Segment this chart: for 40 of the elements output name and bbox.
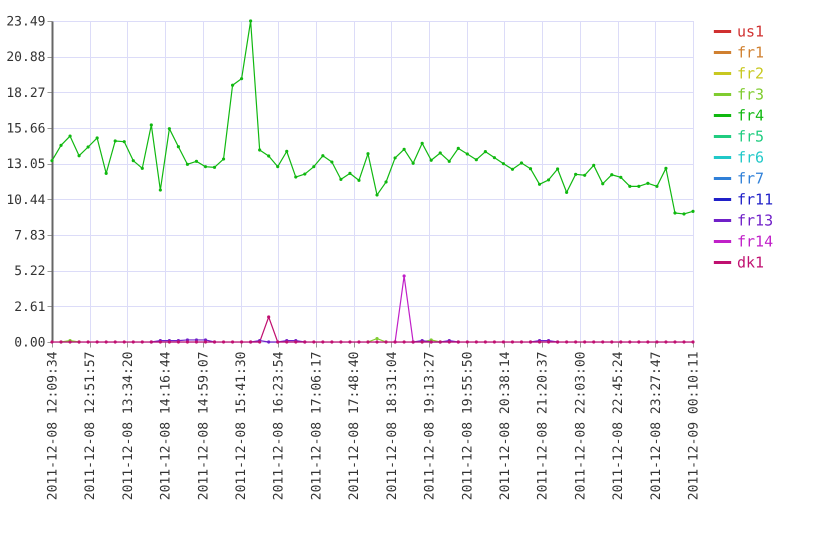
legend-label: fr14 xyxy=(737,232,774,250)
x-tick-label: 2011-12-08 20:38:14 xyxy=(498,351,513,500)
x-tick-label: 2011-12-08 16:23:54 xyxy=(272,351,287,500)
y-tick-label: 23.49 xyxy=(6,14,46,30)
y-tick-label: 7.83 xyxy=(14,228,46,244)
x-tick-label: 2011-12-08 17:48:40 xyxy=(347,352,362,500)
x-tick-label: 2011-12-08 12:51:57 xyxy=(83,352,98,500)
x-tick-label: 2011-12-08 13:34:20 xyxy=(120,352,136,500)
x-tick-label: 2011-12-08 14:16:44 xyxy=(158,351,174,500)
legend-label: fr4 xyxy=(737,106,764,124)
x-tick-label: 2011-12-08 14:59:07 xyxy=(196,352,212,500)
legend-label: fr5 xyxy=(737,128,764,146)
y-tick-label: 5.22 xyxy=(14,264,46,280)
x-tick-label: 2011-12-08 18:31:04 xyxy=(384,351,400,500)
y-tick-label: 18.27 xyxy=(6,86,46,101)
y-tick-label: 2.61 xyxy=(14,300,46,315)
x-tick-label: 2011-12-08 22:45:24 xyxy=(611,351,626,500)
legend-label: fr6 xyxy=(737,148,764,166)
legend-label: fr7 xyxy=(737,170,764,188)
y-tick-label: 15.66 xyxy=(6,122,46,136)
x-tick-label: 2011-12-08 17:06:17 xyxy=(309,352,324,500)
legend-label: fr2 xyxy=(737,64,764,82)
x-tick-label: 2011-12-08 19:55:50 xyxy=(460,352,476,500)
x-tick-label: 2011-12-08 21:20:37 xyxy=(536,352,551,500)
x-tick-label: 2011-12-08 15:41:30 xyxy=(234,352,250,500)
legend-label: dk1 xyxy=(737,254,764,272)
legend-label: fr13 xyxy=(737,212,774,230)
y-tick-label: 13.05 xyxy=(6,157,46,172)
x-tick-label: 2011-12-08 19:13:27 xyxy=(422,352,438,500)
x-tick-label: 2011-12-09 00:10:11 xyxy=(686,352,702,500)
y-tick-label: 0.00 xyxy=(14,336,46,350)
legend-label: fr3 xyxy=(737,86,764,104)
y-tick-label: 10.44 xyxy=(6,192,46,208)
legend-label: us1 xyxy=(737,22,764,40)
y-tick-label: 20.88 xyxy=(6,50,46,66)
legend-label: fr11 xyxy=(737,190,774,208)
x-tick-label: 2011-12-08 12:09:34 xyxy=(46,351,60,500)
x-tick-label: 2011-12-08 22:03:00 xyxy=(573,352,588,500)
x-tick-label: 2011-12-08 23:27:47 xyxy=(648,352,664,500)
legend-label: fr1 xyxy=(737,44,764,62)
